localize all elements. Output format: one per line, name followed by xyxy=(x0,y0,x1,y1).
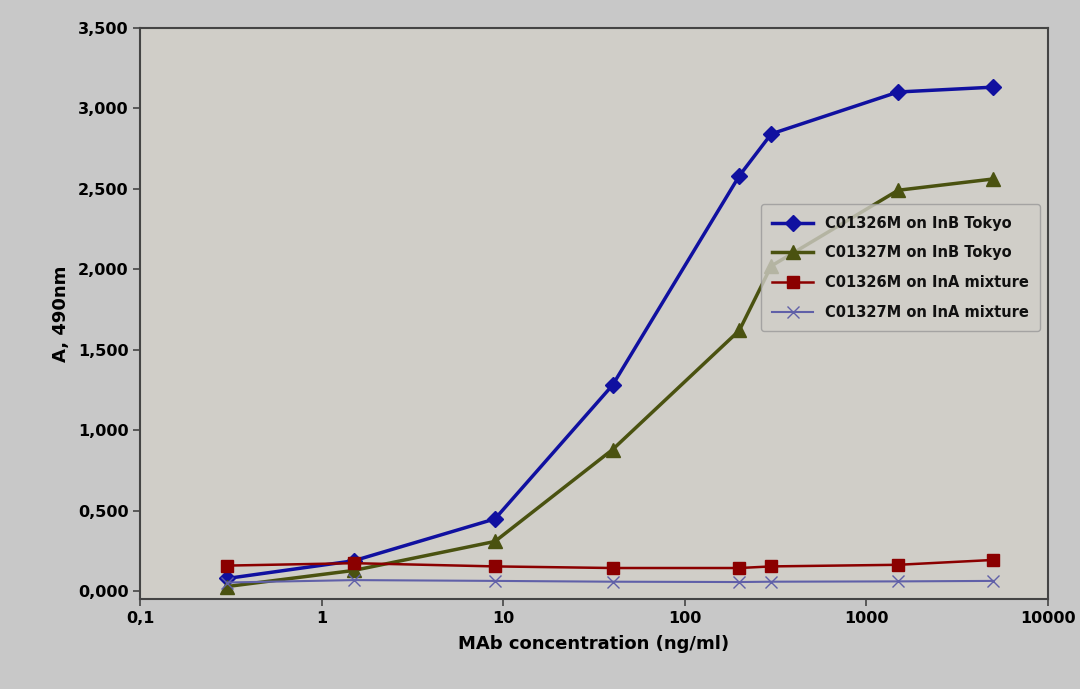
C01327M on InA mixture xyxy=(733,578,746,586)
C01327M on InB Tokyo xyxy=(606,446,619,454)
C01326M on InA mixture xyxy=(892,561,905,569)
C01326M on InA mixture xyxy=(220,562,233,570)
C01326M on InB Tokyo xyxy=(348,557,361,565)
C01327M on InA mixture xyxy=(892,577,905,586)
C01326M on InB Tokyo xyxy=(733,172,746,180)
C01326M on InA mixture xyxy=(765,562,778,570)
C01327M on InA mixture xyxy=(986,577,999,585)
C01326M on InA mixture xyxy=(488,562,501,570)
C01327M on InB Tokyo xyxy=(733,327,746,335)
C01327M on InB Tokyo xyxy=(765,262,778,270)
C01326M on InB Tokyo xyxy=(765,130,778,138)
Legend: C01326M on InB Tokyo, C01327M on InB Tokyo, C01326M on InA mixture, C01327M on I: C01326M on InB Tokyo, C01327M on InB Tok… xyxy=(760,204,1040,331)
C01327M on InB Tokyo xyxy=(892,186,905,194)
C01327M on InA mixture xyxy=(348,576,361,584)
Line: C01327M on InA mixture: C01327M on InA mixture xyxy=(220,574,999,589)
Line: C01327M on InB Tokyo: C01327M on InB Tokyo xyxy=(220,172,1000,593)
C01326M on InB Tokyo xyxy=(986,83,999,92)
C01326M on InB Tokyo xyxy=(606,381,619,389)
C01327M on InA mixture xyxy=(765,577,778,586)
C01327M on InA mixture xyxy=(220,578,233,586)
C01327M on InA mixture xyxy=(488,577,501,585)
C01326M on InA mixture xyxy=(606,564,619,572)
C01327M on InA mixture xyxy=(606,577,619,586)
C01327M on InB Tokyo xyxy=(220,582,233,590)
C01326M on InB Tokyo xyxy=(220,575,233,583)
C01327M on InB Tokyo xyxy=(348,566,361,575)
Y-axis label: A, 490nm: A, 490nm xyxy=(52,265,69,362)
X-axis label: MAb concentration (ng/ml): MAb concentration (ng/ml) xyxy=(458,635,730,652)
C01326M on InB Tokyo xyxy=(892,88,905,96)
C01326M on InA mixture xyxy=(733,564,746,572)
C01327M on InB Tokyo xyxy=(986,175,999,183)
C01326M on InB Tokyo xyxy=(488,515,501,523)
Line: C01326M on InA mixture: C01326M on InA mixture xyxy=(220,554,999,574)
C01326M on InA mixture xyxy=(348,559,361,567)
C01327M on InB Tokyo xyxy=(488,537,501,546)
Line: C01326M on InB Tokyo: C01326M on InB Tokyo xyxy=(221,81,999,584)
C01326M on InA mixture xyxy=(986,556,999,564)
